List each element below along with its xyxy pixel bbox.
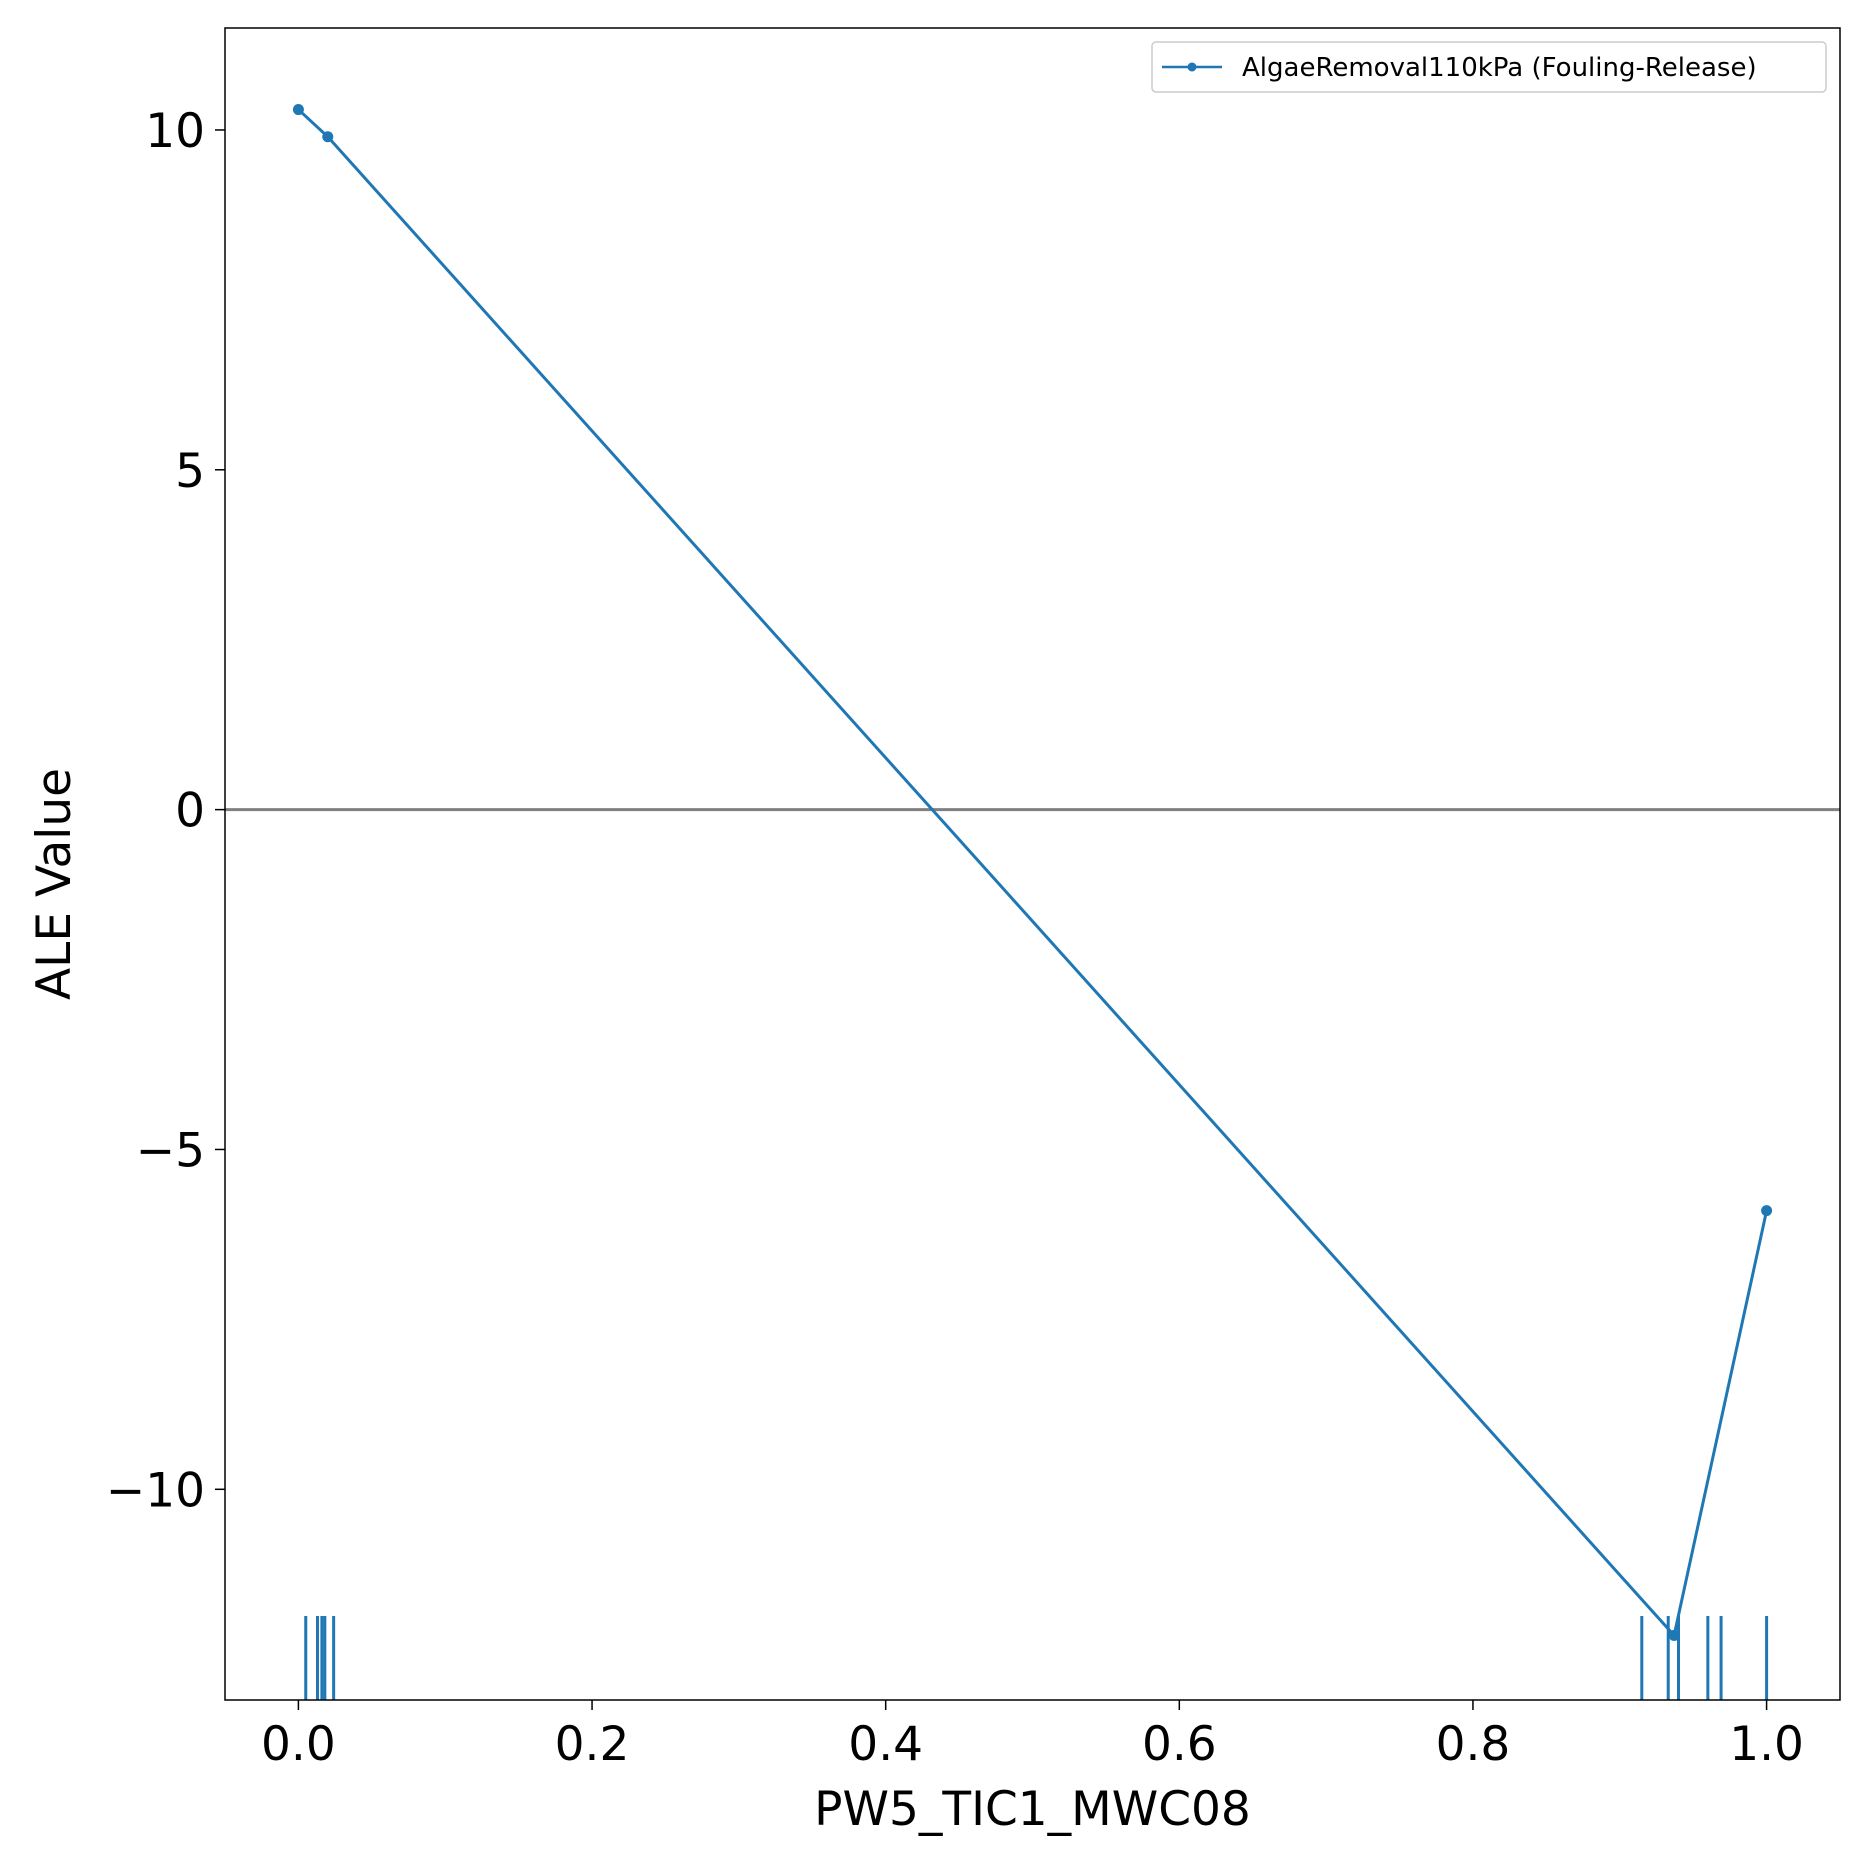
y-tick-label: 0 xyxy=(175,784,205,839)
x-tick-label: 1.0 xyxy=(1729,1717,1804,1772)
x-axis-ticks: 0.0 0.2 0.4 0.6 0.8 1.0 xyxy=(261,1700,1804,1772)
series-layer xyxy=(292,104,1773,1641)
y-tick-label: −5 xyxy=(136,1123,205,1178)
y-tick-label: −10 xyxy=(106,1463,205,1518)
x-tick-label: 0.8 xyxy=(1436,1717,1511,1772)
y-tick-label: 10 xyxy=(145,104,205,159)
data-point xyxy=(322,131,334,143)
y-axis-label: ALE Value xyxy=(27,768,82,1000)
x-tick-label: 0.2 xyxy=(555,1717,630,1772)
legend-marker-swatch xyxy=(1187,62,1197,72)
data-point xyxy=(1761,1205,1773,1217)
x-tick-label: 0.0 xyxy=(261,1717,336,1772)
series-line xyxy=(297,108,1769,1637)
y-tick-label: 5 xyxy=(175,444,205,499)
y-axis-ticks: 10 5 0 −5 −10 xyxy=(106,104,225,1518)
legend: AlgaeRemoval110kPa (Fouling-Release) xyxy=(1151,41,1827,93)
data-point xyxy=(292,104,304,116)
x-tick-label: 0.4 xyxy=(848,1717,923,1772)
legend-box xyxy=(1151,41,1827,93)
x-tick-label: 0.6 xyxy=(1142,1717,1217,1772)
legend-entry-label: AlgaeRemoval110kPa (Fouling-Release) xyxy=(1242,53,1757,83)
plot-frame xyxy=(224,27,1841,1701)
x-axis-label: PW5_TIC1_MWC08 xyxy=(814,1782,1251,1837)
data-point xyxy=(1668,1629,1680,1641)
rug-layer xyxy=(304,1616,1769,1700)
